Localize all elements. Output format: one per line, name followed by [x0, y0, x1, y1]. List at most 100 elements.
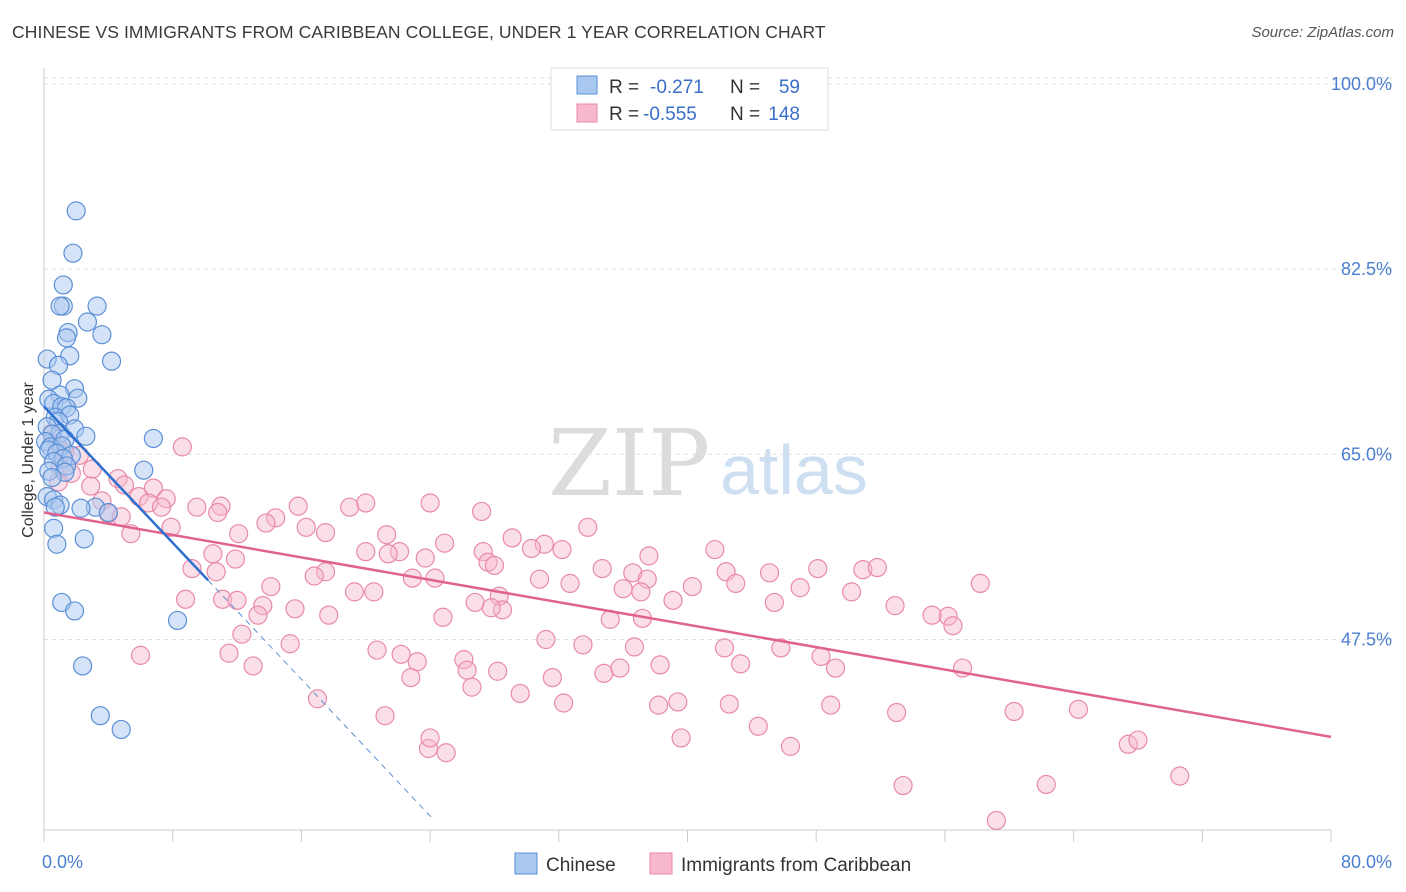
point-immigrants-from-caribbean	[1036, 774, 1056, 795]
point-immigrants-from-caribbean	[719, 694, 739, 714]
point-immigrants-from-caribbean	[367, 640, 387, 660]
point-chinese	[64, 601, 85, 621]
point-immigrants-from-caribbean	[893, 775, 913, 796]
bottom-legend-swatch-chinese	[514, 852, 538, 875]
point-immigrants-from-caribbean	[594, 663, 614, 683]
point-chinese	[101, 351, 122, 371]
legend-r-label-2: R =	[609, 104, 639, 125]
point-immigrants-from-caribbean	[887, 702, 907, 723]
point-immigrants-from-caribbean	[502, 528, 522, 548]
point-immigrants-from-caribbean	[462, 677, 482, 697]
y-axis-title: College, Under 1 year	[20, 382, 37, 538]
point-immigrants-from-caribbean	[434, 533, 455, 553]
point-immigrants-from-caribbean	[256, 513, 276, 533]
point-immigrants-from-caribbean	[377, 525, 397, 545]
point-immigrants-from-caribbean	[631, 582, 651, 602]
watermark-atlas: atlas	[720, 431, 868, 509]
point-immigrants-from-caribbean	[151, 497, 172, 517]
point-immigrants-from-caribbean	[623, 563, 643, 583]
point-immigrants-from-caribbean	[420, 728, 440, 748]
legend-n-value-1: 59	[779, 77, 800, 98]
point-immigrants-from-caribbean	[315, 523, 336, 543]
point-immigrants-from-caribbean	[248, 605, 268, 625]
point-immigrants-from-caribbean	[488, 661, 508, 681]
point-immigrants-from-caribbean	[552, 539, 572, 560]
point-immigrants-from-caribbean	[465, 592, 485, 613]
point-chinese	[73, 656, 93, 676]
legend-r-value-2: -0.555	[643, 104, 697, 125]
point-immigrants-from-caribbean	[825, 658, 846, 678]
y-tick-label: 100.0%	[1331, 74, 1392, 94]
point-immigrants-from-caribbean	[943, 616, 963, 636]
point-immigrants-from-caribbean	[534, 534, 554, 554]
point-immigrants-from-caribbean	[1068, 699, 1089, 719]
point-immigrants-from-caribbean	[356, 542, 376, 562]
point-immigrants-from-caribbean	[639, 546, 659, 566]
point-immigrants-from-caribbean	[938, 606, 958, 626]
point-immigrants-from-caribbean	[420, 493, 440, 513]
point-immigrants-from-caribbean	[203, 544, 223, 564]
point-immigrants-from-caribbean	[821, 695, 841, 715]
point-immigrants-from-caribbean	[1170, 766, 1190, 786]
point-immigrants-from-caribbean	[554, 693, 574, 713]
series-legend: Chinese Immigrants from Caribbean	[514, 852, 911, 876]
point-chinese	[50, 296, 70, 316]
point-chinese	[90, 706, 110, 726]
point-immigrants-from-caribbean	[375, 706, 395, 726]
point-immigrants-from-caribbean	[1128, 730, 1148, 750]
legend-r-label-1: R =	[609, 77, 639, 98]
bottom-legend-swatch-carib	[649, 852, 673, 875]
point-immigrants-from-caribbean	[364, 582, 384, 602]
point-immigrants-from-caribbean	[510, 683, 530, 704]
point-immigrants-from-caribbean	[613, 579, 633, 599]
bottom-legend-label-chinese: Chinese	[546, 855, 616, 876]
point-chinese	[42, 467, 62, 488]
point-immigrants-from-caribbean	[668, 692, 688, 712]
point-immigrants-from-caribbean	[319, 605, 339, 625]
y-tick-label: 82.5%	[1341, 259, 1392, 279]
point-immigrants-from-caribbean	[841, 582, 862, 602]
point-immigrants-from-caribbean	[759, 563, 780, 583]
x-tick-label-max: 80.0%	[1341, 852, 1392, 872]
y-tick-labels: 47.5% 65.0% 82.5% 100.0%	[1331, 74, 1392, 650]
legend-n-value-2: 148	[768, 104, 800, 125]
point-chinese	[76, 426, 96, 446]
point-chinese	[47, 534, 67, 554]
point-chinese	[45, 497, 65, 517]
point-immigrants-from-caribbean	[1118, 734, 1138, 754]
point-immigrants-from-caribbean	[624, 637, 645, 657]
point-immigrants-from-caribbean	[219, 643, 239, 663]
point-immigrants-from-caribbean	[457, 660, 477, 680]
point-chinese	[87, 296, 107, 316]
point-immigrants-from-caribbean	[285, 599, 305, 619]
point-immigrants-from-caribbean	[415, 548, 435, 568]
point-chinese	[63, 243, 83, 263]
point-immigrants-from-caribbean	[573, 635, 593, 655]
point-immigrants-from-caribbean	[227, 590, 247, 610]
y-tick-label: 65.0%	[1341, 444, 1392, 464]
point-immigrants-from-caribbean	[161, 517, 181, 537]
point-chinese	[66, 201, 86, 221]
point-immigrants-from-caribbean	[138, 493, 159, 513]
point-immigrants-from-caribbean	[705, 539, 725, 560]
series-chinese	[36, 201, 188, 740]
point-immigrants-from-caribbean	[436, 743, 456, 763]
point-immigrants-from-caribbean	[143, 478, 163, 498]
correlation-legend: R = -0.271 N = 59 R = -0.555 N = 148	[550, 67, 829, 131]
point-immigrants-from-caribbean	[726, 573, 746, 594]
point-immigrants-from-caribbean	[986, 810, 1006, 831]
point-immigrants-from-caribbean	[970, 573, 990, 594]
point-chinese	[134, 460, 154, 480]
point-chinese	[111, 719, 131, 740]
point-immigrants-from-caribbean	[471, 501, 492, 522]
point-immigrants-from-caribbean	[175, 589, 196, 609]
point-immigrants-from-caribbean	[182, 558, 202, 579]
point-immigrants-from-caribbean	[114, 475, 135, 495]
point-immigrants-from-caribbean	[81, 476, 101, 496]
trend-line-caribbean	[43, 511, 1332, 739]
point-immigrants-from-caribbean	[650, 655, 670, 675]
point-immigrants-from-caribbean	[780, 736, 801, 756]
point-immigrants-from-caribbean	[280, 634, 300, 654]
point-immigrants-from-caribbean	[378, 544, 398, 564]
